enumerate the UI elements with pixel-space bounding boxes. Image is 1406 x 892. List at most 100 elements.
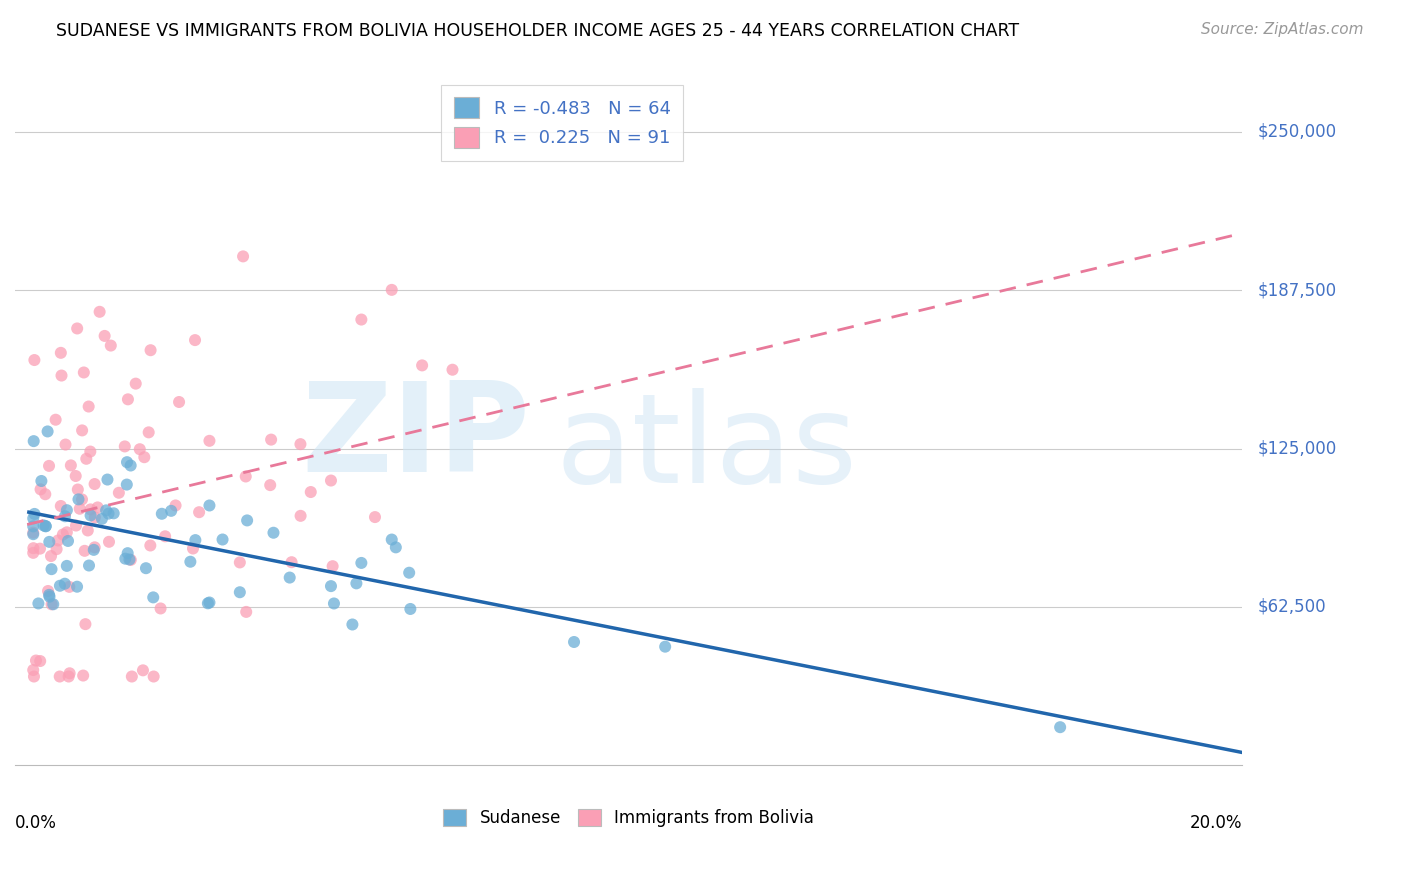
Point <box>232 249 254 263</box>
Text: 0.0%: 0.0% <box>15 814 56 832</box>
Point <box>75 451 97 466</box>
Point <box>184 333 207 347</box>
Point <box>160 504 183 518</box>
Point <box>167 395 190 409</box>
Text: 20.0%: 20.0% <box>1189 814 1243 832</box>
Point <box>263 525 285 540</box>
Point <box>381 533 404 547</box>
Point <box>73 366 96 380</box>
Point <box>38 590 60 604</box>
Point <box>150 507 173 521</box>
Point <box>66 321 89 335</box>
Point <box>98 534 121 549</box>
Point <box>139 343 162 358</box>
Text: $125,000: $125,000 <box>1257 440 1337 458</box>
Point <box>35 519 58 533</box>
Point <box>179 555 201 569</box>
Point <box>299 485 322 500</box>
Point <box>115 455 138 469</box>
Point <box>188 505 211 519</box>
Point <box>121 669 143 683</box>
Point <box>37 425 59 439</box>
Point <box>49 499 72 513</box>
Point <box>120 553 142 567</box>
Point <box>165 499 187 513</box>
Point <box>65 518 87 533</box>
Point <box>128 442 150 457</box>
Point <box>89 305 111 319</box>
Point <box>211 533 233 547</box>
Point <box>34 487 56 501</box>
Point <box>90 512 112 526</box>
Point <box>118 552 141 566</box>
Point <box>73 544 96 558</box>
Point <box>22 546 45 560</box>
Point <box>138 425 160 440</box>
Point <box>22 434 45 449</box>
Point <box>55 437 77 451</box>
Point <box>22 527 45 541</box>
Point <box>49 346 72 360</box>
Point <box>77 558 100 573</box>
Point <box>35 519 58 533</box>
Point <box>22 541 45 556</box>
Point <box>117 546 139 560</box>
Point <box>350 556 373 570</box>
Point <box>46 533 69 548</box>
Point <box>22 669 45 683</box>
Point <box>114 439 136 453</box>
Point <box>45 542 67 557</box>
Point <box>235 605 257 619</box>
Point <box>342 617 364 632</box>
Point <box>58 669 80 683</box>
Point <box>149 601 172 615</box>
Point <box>59 458 82 473</box>
Point <box>53 509 76 524</box>
Point <box>79 444 101 458</box>
Point <box>94 503 117 517</box>
Point <box>260 433 283 447</box>
Point <box>38 588 60 602</box>
Point <box>48 669 70 683</box>
Point <box>322 559 344 574</box>
Point <box>28 541 51 556</box>
Point <box>41 597 63 611</box>
Point <box>67 492 90 507</box>
Point <box>32 518 55 533</box>
Point <box>654 640 676 654</box>
Point <box>22 519 45 533</box>
Text: SUDANESE VS IMMIGRANTS FROM BOLIVIA HOUSEHOLDER INCOME AGES 25 - 44 YEARS CORREL: SUDANESE VS IMMIGRANTS FROM BOLIVIA HOUS… <box>56 22 1019 40</box>
Point <box>56 558 79 573</box>
Point <box>411 359 433 373</box>
Point <box>441 362 464 376</box>
Point <box>58 580 80 594</box>
Point <box>350 312 373 326</box>
Point <box>25 654 48 668</box>
Point <box>115 477 138 491</box>
Point <box>562 635 585 649</box>
Point <box>198 595 221 609</box>
Point <box>120 458 142 473</box>
Point <box>77 400 100 414</box>
Point <box>142 669 165 683</box>
Point <box>108 485 131 500</box>
Point <box>259 478 281 492</box>
Point <box>153 529 176 543</box>
Point <box>280 555 302 569</box>
Point <box>22 663 45 677</box>
Point <box>132 663 155 677</box>
Point <box>70 424 93 438</box>
Point <box>83 477 105 491</box>
Point <box>134 450 156 465</box>
Point <box>184 533 207 547</box>
Point <box>72 668 94 682</box>
Point <box>49 579 72 593</box>
Point <box>30 474 52 488</box>
Text: atlas: atlas <box>555 388 858 508</box>
Point <box>22 353 45 368</box>
Point <box>22 525 45 540</box>
Point <box>100 338 122 352</box>
Text: $250,000: $250,000 <box>1257 123 1336 141</box>
Point <box>385 541 408 555</box>
Point <box>30 483 52 497</box>
